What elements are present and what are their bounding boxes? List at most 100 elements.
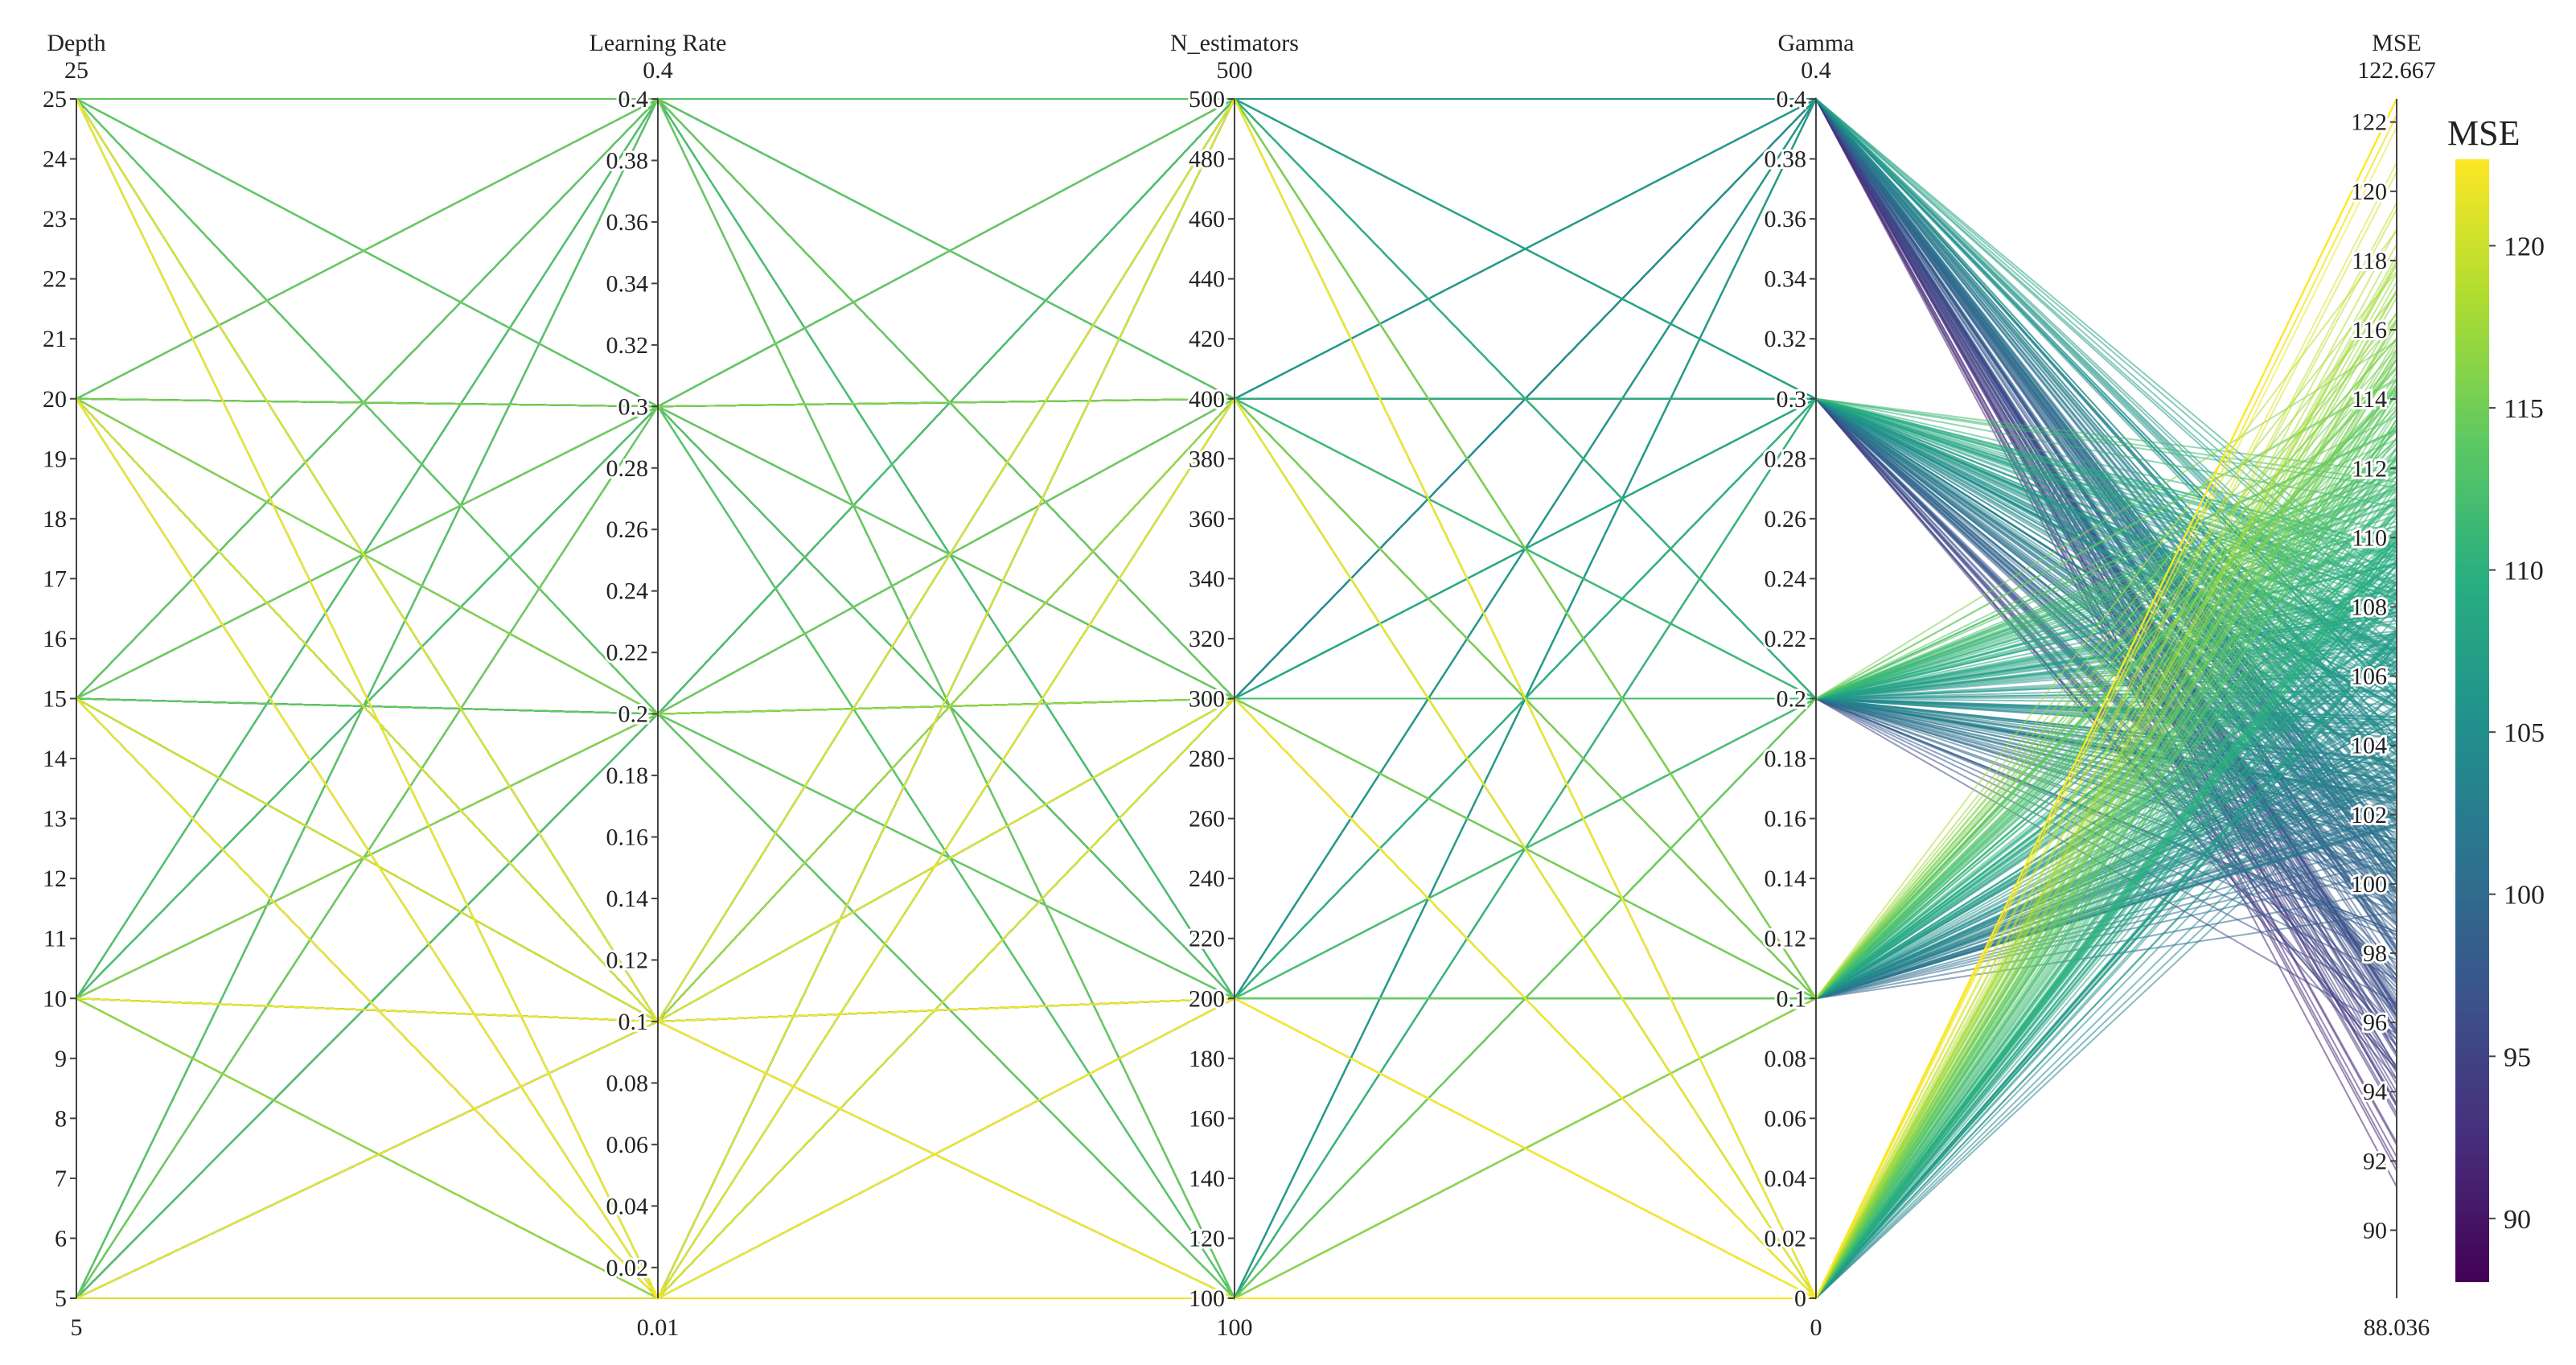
tick-label: 0.36 [1765, 206, 1807, 232]
tick-label: 0.26 [1765, 506, 1807, 532]
colorbar-tick-label: 105 [2504, 718, 2545, 748]
tick-label: 0.28 [1765, 446, 1807, 472]
tick-label: 9 [55, 1046, 67, 1072]
tick-label: 0.1 [618, 1009, 649, 1035]
tick-label: 10 [43, 985, 67, 1012]
tick-label: 0.26 [606, 516, 649, 543]
tick-label: 0.18 [606, 763, 649, 789]
tick-label: 440 [1189, 266, 1225, 293]
tick-label: 7 [55, 1166, 67, 1192]
tick-label: 0.2 [618, 701, 649, 728]
colorbar-title: MSE [2447, 113, 2520, 153]
axis-min-label: 88.036 [2364, 1314, 2430, 1341]
tick-label: 23 [43, 206, 67, 232]
tick-label: 5 [55, 1285, 67, 1312]
tick-label: 0.2 [1777, 686, 1807, 713]
axis-depth[interactable]: Depth25556789101112131415161718192021222… [40, 30, 106, 1341]
tick-label: 102 [2351, 802, 2387, 828]
tick-label: 100 [1189, 1285, 1225, 1312]
tick-label: 0.08 [606, 1070, 649, 1096]
tick-label: 94 [2363, 1079, 2387, 1105]
tick-label: 480 [1189, 146, 1225, 173]
tick-label: 0.16 [1765, 806, 1807, 833]
tick-label: 0.3 [1777, 386, 1807, 413]
colorbar-tick-label: 90 [2504, 1205, 2531, 1235]
tick-label: 11 [43, 926, 67, 952]
tick-label: 17 [43, 565, 67, 592]
tick-label: 0.22 [1765, 626, 1807, 652]
tick-label: 98 [2363, 940, 2387, 967]
tick-label: 112 [2352, 455, 2387, 482]
tick-label: 360 [1189, 506, 1225, 532]
axis-max-label: 122.667 [2357, 57, 2436, 84]
tick-label: 220 [1189, 926, 1225, 952]
tick-label: 400 [1189, 386, 1225, 413]
tick-label: 0.24 [606, 578, 649, 605]
tick-label: 25 [43, 86, 67, 113]
tick-label: 0.28 [606, 455, 649, 482]
tick-label: 0.02 [606, 1255, 649, 1281]
tick-label: 0.38 [1765, 146, 1807, 173]
axis-max-label: 0.4 [1801, 57, 1831, 84]
axis-gamma[interactable]: Gamma0.4000.020.040.060.080.10.120.140.1… [1762, 30, 1855, 1341]
tick-label: 16 [43, 626, 67, 652]
tick-label: 420 [1189, 326, 1225, 352]
axis-min-label: 5 [71, 1314, 83, 1341]
tick-label: 160 [1189, 1105, 1225, 1132]
axis-n-estimators[interactable]: N_estimators5001001001201401601802002202… [1170, 30, 1299, 1341]
tick-label: 0.34 [606, 270, 649, 297]
tick-label: 180 [1189, 1046, 1225, 1072]
tick-label: 92 [2363, 1148, 2387, 1174]
tick-label: 6 [55, 1225, 67, 1252]
tick-label: 0.3 [618, 393, 649, 420]
tick-label: 118 [2352, 248, 2387, 274]
tick-label: 13 [43, 806, 67, 833]
tick-label: 116 [2352, 317, 2387, 343]
tick-label: 106 [2351, 664, 2387, 690]
axis-min-label: 0.01 [637, 1314, 680, 1341]
axis-title: Depth [47, 30, 105, 56]
tick-label: 20 [43, 386, 67, 413]
tick-label: 0.06 [1765, 1105, 1807, 1132]
axis-min-label: 0 [1810, 1314, 1822, 1341]
tick-label: 19 [43, 446, 67, 472]
tick-label: 108 [2351, 594, 2387, 620]
tick-label: 96 [2363, 1009, 2387, 1036]
data-line [76, 98, 2397, 812]
tick-label: 140 [1189, 1166, 1225, 1192]
tick-label: 0.14 [606, 886, 649, 912]
tick-label: 110 [2352, 524, 2387, 551]
tick-label: 0.18 [1765, 746, 1807, 772]
axis-learning-rate[interactable]: Learning Rate0.40.010.020.040.060.080.10… [590, 30, 727, 1341]
tick-label: 0.04 [1765, 1166, 1807, 1192]
tick-label: 300 [1189, 686, 1225, 713]
tick-label: 120 [1189, 1225, 1225, 1252]
colorbar-tick-label: 120 [2504, 232, 2545, 262]
tick-label: 0.34 [1765, 266, 1807, 293]
tick-label: 122 [2351, 109, 2387, 136]
tick-label: 500 [1189, 86, 1225, 113]
tick-label: 0.04 [606, 1193, 649, 1219]
tick-label: 0.22 [606, 639, 649, 666]
colorbar-gradient [2455, 159, 2489, 1282]
data-lines [76, 97, 2397, 1301]
tick-label: 200 [1189, 985, 1225, 1012]
colorbar-tick-label: 100 [2504, 881, 2545, 911]
tick-label: 0.36 [606, 209, 649, 236]
axes: Depth25556789101112131415161718192021222… [40, 30, 2436, 1341]
tick-label: 15 [43, 686, 67, 713]
tick-label: 0.4 [1777, 86, 1807, 113]
tick-label: 0.4 [618, 86, 649, 113]
tick-label: 114 [2352, 386, 2387, 413]
axis-max-label: 25 [64, 57, 88, 84]
tick-label: 260 [1189, 806, 1225, 833]
tick-label: 460 [1189, 206, 1225, 232]
tick-label: 0.06 [606, 1132, 649, 1158]
tick-label: 240 [1189, 865, 1225, 892]
tick-label: 340 [1189, 565, 1225, 592]
axis-title: MSE [2372, 30, 2422, 56]
tick-label: 0.14 [1765, 865, 1807, 892]
tick-label: 0.12 [606, 947, 649, 973]
